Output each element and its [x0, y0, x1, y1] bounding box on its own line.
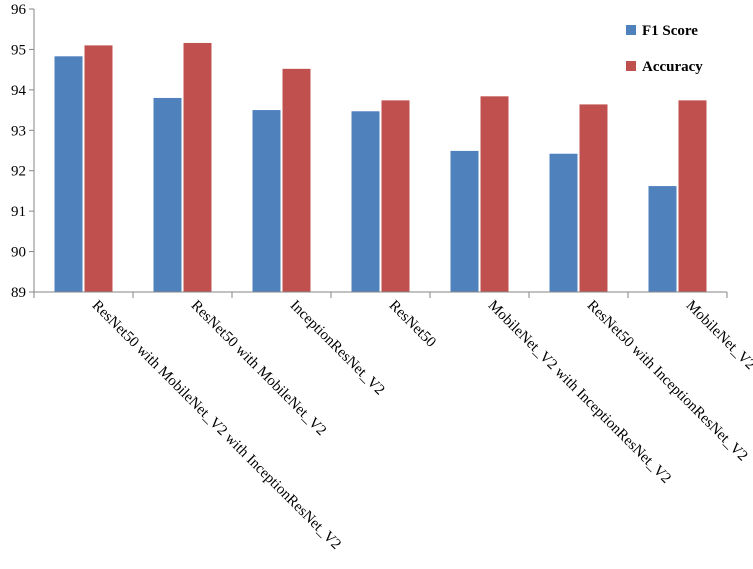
f1-score-bar — [252, 110, 281, 292]
accuracy-bar — [480, 96, 509, 292]
accuracy-bar — [381, 100, 410, 293]
legend-label: Accuracy — [642, 59, 703, 75]
x-category-label: InceptionResNet_V2 — [287, 298, 388, 399]
legend-swatch — [626, 61, 636, 71]
accuracy-bar — [579, 104, 608, 292]
accuracy-bar — [183, 42, 212, 293]
y-tick-label: 95 — [11, 42, 26, 58]
x-category-label: ResNet50 — [386, 298, 439, 351]
legend-swatch — [626, 25, 636, 35]
x-category-label: MobileNet_V2 with InceptionResNet_V2 — [485, 298, 674, 487]
legend-label: F1 Score — [642, 23, 698, 39]
accuracy-bar — [678, 100, 707, 293]
y-tick-label: 96 — [11, 2, 27, 18]
f1-score-bar — [153, 97, 182, 292]
legend: F1 Score Accuracy — [626, 23, 703, 75]
f1-score-bar — [648, 186, 677, 292]
bars — [54, 42, 707, 293]
x-axis: ResNet50 with MobileNet_V2 with Inceptio… — [33, 291, 753, 553]
accuracy-bar — [282, 68, 311, 292]
f1-score-bar — [54, 56, 83, 293]
y-tick-label: 92 — [11, 164, 26, 180]
y-tick-label: 90 — [11, 245, 26, 261]
y-tick-label: 93 — [11, 123, 26, 139]
x-category-label: ResNet50 with InceptionResNet_V2 — [584, 298, 751, 465]
x-category-label: MobileNet_V2 — [683, 298, 753, 374]
f1-score-bar — [549, 153, 578, 292]
accuracy-bar — [84, 45, 113, 293]
y-axis: 89 90 91 92 93 94 95 96 — [11, 2, 35, 301]
y-tick-label: 94 — [11, 83, 27, 99]
y-tick-label: 89 — [11, 285, 26, 301]
y-tick-label: 91 — [11, 204, 26, 220]
f1-score-bar — [450, 150, 479, 292]
f1-score-bar — [351, 111, 380, 292]
